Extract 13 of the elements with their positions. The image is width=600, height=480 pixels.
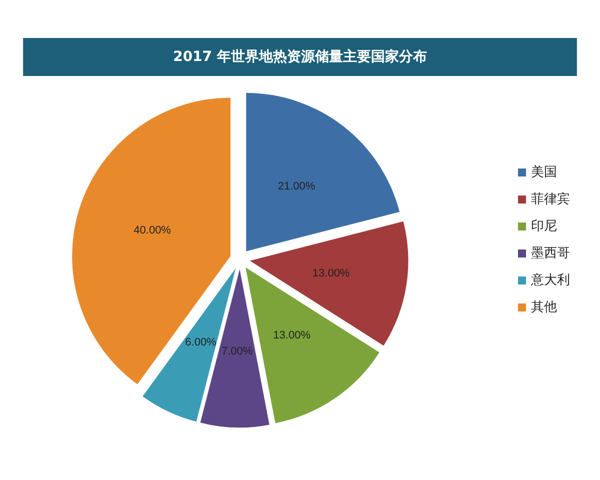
legend-label: 意大利 — [530, 273, 570, 288]
legend-label: 美国 — [531, 164, 557, 180]
data-label: 6.00% — [185, 336, 217, 349]
data-label: 21.00% — [278, 180, 316, 192]
data-label: 40.00% — [134, 224, 172, 237]
legend-label: 印尼 — [531, 219, 557, 234]
data-label: 13.00% — [273, 329, 311, 342]
legend-label: 菲律宾 — [531, 191, 570, 207]
data-label: 7.00% — [222, 345, 253, 358]
legend-label: 其他 — [531, 300, 557, 315]
chart-title: 2017 年世界地热资源储量主要国家分布 — [173, 48, 427, 65]
legend-label: 墨西哥 — [531, 246, 570, 261]
data-label: 13.00% — [312, 268, 350, 280]
